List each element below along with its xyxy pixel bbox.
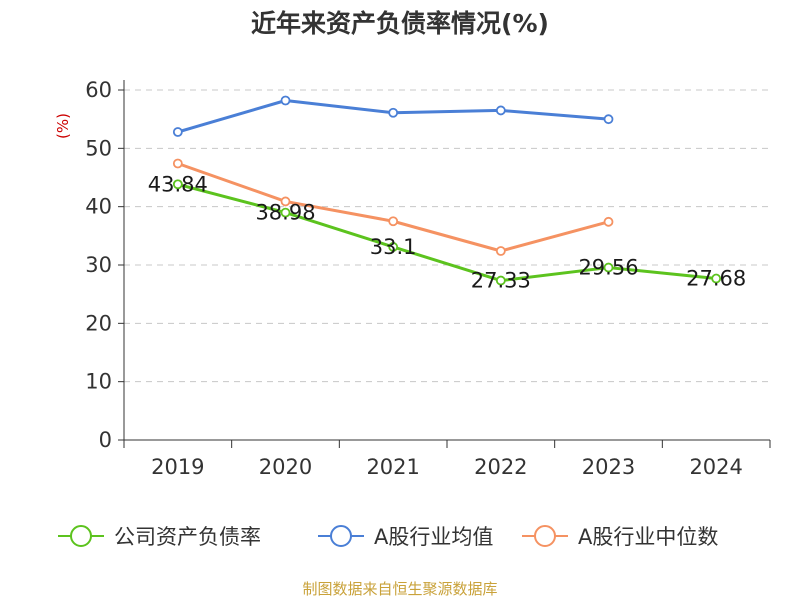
legend[interactable]: 公司资产负债率 A股行业均值 A股行业中位数 bbox=[58, 525, 718, 549]
data-point[interactable] bbox=[172, 158, 183, 169]
x-tick-label: 2023 bbox=[582, 455, 635, 479]
legend-marker bbox=[330, 525, 352, 547]
legend-item[interactable]: 公司资产负债率 bbox=[58, 525, 261, 549]
y-tick-label: 30 bbox=[85, 253, 112, 277]
series-lines bbox=[172, 95, 722, 286]
y-tick-label: 40 bbox=[85, 195, 112, 219]
legend-marker bbox=[534, 525, 556, 547]
data-point[interactable] bbox=[280, 196, 291, 207]
y-axis-unit: (%) bbox=[54, 113, 72, 139]
data-point[interactable] bbox=[280, 95, 291, 106]
data-labels: 43.84 38.98 33.1 27.33 29.56 27.68 bbox=[148, 172, 746, 292]
legend-item[interactable]: A股行业均值 bbox=[318, 525, 493, 549]
y-tick-label: 10 bbox=[85, 370, 112, 394]
x-tick-label: 2020 bbox=[259, 455, 312, 479]
data-point[interactable] bbox=[388, 242, 399, 252]
data-point[interactable] bbox=[172, 179, 183, 190]
data-label: 33.1 bbox=[370, 235, 417, 259]
legend-label: 公司资产负债率 bbox=[114, 525, 261, 549]
y-tick-label: 0 bbox=[99, 428, 112, 452]
x-tick-label: 2024 bbox=[689, 455, 742, 479]
data-label: 29.56 bbox=[578, 256, 638, 280]
data-label: 27.33 bbox=[471, 269, 531, 293]
chart-title: 近年来资产负债率情况(%) bbox=[251, 9, 549, 38]
data-point[interactable] bbox=[603, 262, 614, 273]
source-note: 制图数据来自恒生聚源数据库 bbox=[302, 580, 497, 598]
legend-marker bbox=[70, 525, 92, 547]
y-tick-label: 60 bbox=[85, 78, 112, 102]
data-point[interactable] bbox=[603, 216, 614, 227]
data-point[interactable] bbox=[388, 216, 399, 227]
y-tick-label: 50 bbox=[85, 136, 112, 160]
y-tick-label: 20 bbox=[85, 311, 112, 335]
data-point[interactable] bbox=[388, 107, 399, 118]
data-label: 38.98 bbox=[255, 201, 315, 225]
data-label: 27.68 bbox=[686, 267, 746, 291]
legend-label: A股行业均值 bbox=[374, 525, 493, 549]
x-tick-label: 2022 bbox=[474, 455, 527, 479]
legend-item[interactable]: A股行业中位数 bbox=[522, 525, 718, 549]
legend-label: A股行业中位数 bbox=[578, 525, 718, 549]
data-point[interactable] bbox=[172, 127, 183, 137]
data-label: 43.84 bbox=[148, 172, 208, 196]
data-point[interactable] bbox=[495, 105, 506, 116]
x-tick-label: 2019 bbox=[151, 455, 204, 479]
data-point[interactable] bbox=[495, 246, 506, 256]
data-point[interactable] bbox=[280, 207, 291, 218]
data-point[interactable] bbox=[711, 273, 722, 284]
data-point[interactable] bbox=[495, 275, 506, 286]
axes: 0 10 20 30 40 50 60 2019 2020 2021 2022 2023 2024 bbox=[85, 78, 771, 479]
series-line bbox=[177, 182, 717, 283]
data-point[interactable] bbox=[603, 114, 614, 125]
x-tick-label: 2021 bbox=[366, 455, 419, 479]
